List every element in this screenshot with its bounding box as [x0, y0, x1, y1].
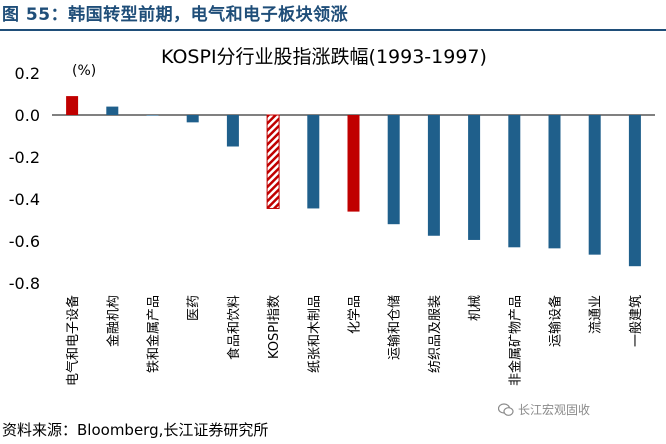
y-tick-label: -0.2 [9, 148, 40, 167]
x-category-label: 铁和金属产品 [146, 295, 162, 373]
bar [427, 115, 440, 236]
bar [266, 114, 280, 209]
x-category-label: 纸张和木制品 [307, 295, 322, 373]
x-category-label: 流通业 [589, 295, 604, 334]
y-tick-label: 0.0 [15, 106, 40, 125]
bar [628, 115, 641, 267]
figure-title: 图 55：韩国转型前期，电气和电子板块领涨 [2, 5, 349, 25]
bar [186, 115, 199, 123]
x-category-label: 运输设备 [548, 295, 564, 347]
bar [588, 115, 601, 255]
bar [468, 115, 481, 240]
y-tick-label: 0.2 [15, 64, 40, 83]
wechat-icon [498, 402, 514, 416]
bar [548, 115, 561, 249]
bar [347, 115, 360, 212]
bar [106, 106, 119, 115]
x-category-label: 机械 [468, 295, 483, 321]
y-unit-label: (%) [72, 63, 96, 79]
x-category-label: 一般建筑 [628, 295, 644, 347]
chart-title: KOSPI分行业股指涨跌幅(1993-1997) [161, 46, 487, 68]
bar [146, 115, 159, 116]
x-category-label: 纺织品及服装 [428, 295, 443, 373]
x-category-label: 食品和饮料 [226, 295, 242, 360]
x-category-label: 化学品 [347, 295, 363, 334]
x-category-label: 电气和电子设备 [65, 295, 81, 386]
bar [307, 115, 320, 209]
x-category-label: 非金属矿物产品 [507, 295, 523, 386]
bar [387, 115, 400, 225]
title-divider [0, 29, 666, 31]
x-category-label: 医药 [187, 295, 202, 321]
y-tick-label: -0.8 [9, 274, 40, 293]
y-tick-label: -0.4 [9, 190, 40, 209]
watermark-text: 长江宏观固收 [518, 403, 591, 417]
x-category-label: 金融机构 [105, 295, 121, 347]
x-category-label: KOSPI指数 [267, 295, 282, 359]
bar [66, 96, 79, 115]
watermark: 长江宏观固收 [498, 401, 590, 418]
bar [226, 115, 239, 147]
y-tick-label: -0.6 [9, 232, 40, 251]
bar [508, 115, 521, 248]
source-note: 资料来源：Bloomberg,长江证券研究所 [2, 421, 269, 439]
x-category-label: 运输和仓储 [387, 295, 403, 360]
